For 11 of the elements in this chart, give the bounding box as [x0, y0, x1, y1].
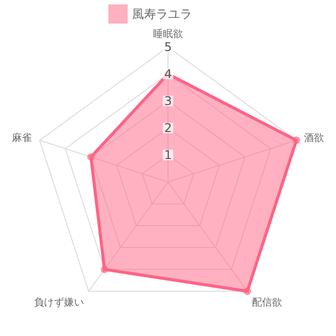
y-tick-label: 2 [164, 121, 172, 135]
y-tick-label: 5 [164, 40, 172, 54]
y-tick-label: 3 [164, 94, 172, 108]
spoke-label: 麻雀 [12, 132, 32, 144]
legend-label: 風寿ラユラ [132, 7, 192, 21]
spoke-label: 配信欲 [252, 296, 282, 309]
y-tick-label: 1 [164, 148, 172, 162]
y-tick-label: 4 [164, 67, 172, 81]
spoke-label: 酒欲 [304, 132, 324, 144]
spoke-label: 負けず嫌い [34, 296, 84, 309]
spoke-label: 睡眠欲 [153, 28, 183, 40]
